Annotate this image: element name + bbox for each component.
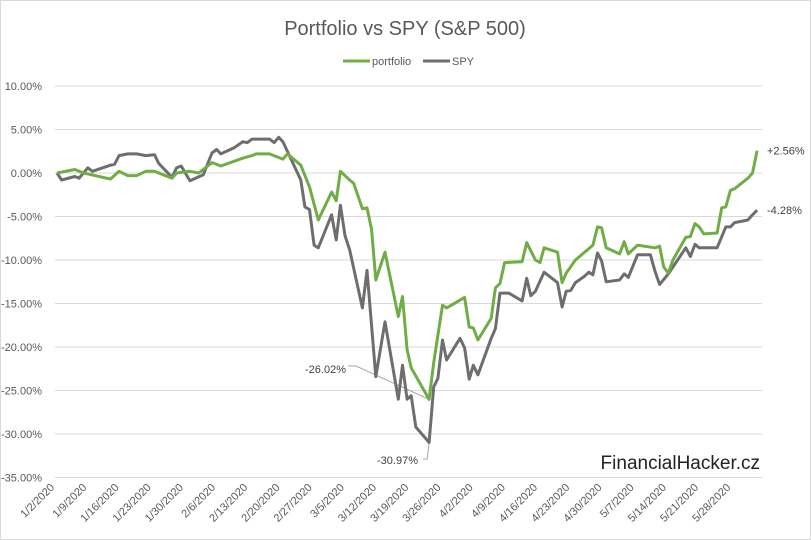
watermark: FinancialHacker.cz bbox=[601, 453, 760, 474]
y-tick-label: -15.00% bbox=[1, 299, 42, 311]
series-line-spy bbox=[55, 135, 759, 444]
legend-label-portfolio: portfolio bbox=[372, 56, 411, 68]
x-axis-ticks: 1/2/20201/9/20201/16/20201/23/20201/30/2… bbox=[18, 482, 733, 525]
annotations: +2.56% -4.28% -26.02% -30.97% bbox=[305, 146, 805, 467]
data-label: -4.28% bbox=[767, 205, 802, 217]
chart-title: Portfolio vs SPY (S&P 500) bbox=[284, 18, 526, 40]
y-tick-label: 5.00% bbox=[11, 125, 42, 137]
series-lines bbox=[55, 135, 759, 444]
y-tick-label: 0.00% bbox=[11, 168, 42, 180]
y-tick-label: -10.00% bbox=[1, 255, 42, 267]
y-axis-ticks: 10.00% 5.00% 0.00% -5.00% -10.00% -15.00% -20.… bbox=[1, 81, 42, 485]
y-tick-label: -20.00% bbox=[1, 342, 42, 354]
x-tick-label: 4/2/2020 bbox=[437, 482, 476, 521]
legend: portfolio SPY bbox=[343, 56, 475, 68]
x-tick-label: 1/2/2020 bbox=[18, 482, 57, 521]
y-tick-label: -25.00% bbox=[1, 386, 42, 398]
y-tick-label: -5.00% bbox=[7, 212, 42, 224]
y-tick-label: -35.00% bbox=[1, 473, 42, 485]
data-label: -26.02% bbox=[305, 364, 346, 376]
y-tick-label: 10.00% bbox=[5, 81, 43, 93]
legend-label-spy: SPY bbox=[452, 56, 475, 68]
series-line-portfolio bbox=[56, 150, 759, 401]
leader-line-portfolio-low bbox=[348, 365, 430, 400]
y-tick-label: -30.00% bbox=[1, 429, 42, 441]
data-label: -30.97% bbox=[377, 455, 418, 467]
leader-line-spy-low bbox=[423, 442, 430, 460]
data-label: +2.56% bbox=[767, 146, 805, 158]
gridlines bbox=[55, 85, 762, 478]
